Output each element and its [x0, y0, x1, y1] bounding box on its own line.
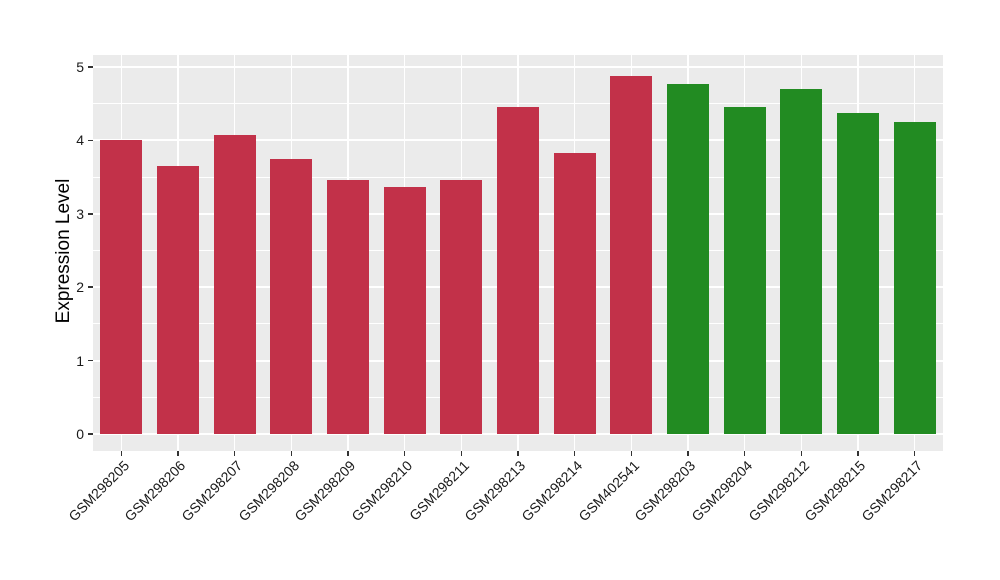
x-tick-label: GSM298214	[518, 457, 586, 525]
bar	[100, 140, 143, 434]
x-tick-mark	[290, 451, 293, 456]
x-tick-mark	[800, 451, 803, 456]
y-tick-mark	[88, 433, 93, 435]
y-tick-label: 1	[76, 352, 84, 369]
x-tick-mark	[233, 451, 236, 456]
bar	[383, 186, 426, 434]
bar	[837, 112, 879, 434]
bar	[553, 152, 596, 434]
y-axis-title: Expression Level	[53, 178, 74, 324]
x-tick-mark	[857, 451, 859, 456]
y-tick-label: 3	[76, 205, 84, 222]
y-tick-label: 0	[76, 426, 84, 442]
bar	[893, 122, 936, 434]
x-tick-mark	[630, 451, 633, 456]
y-tick-mark	[88, 66, 93, 68]
x-tick-mark	[913, 451, 916, 456]
x-tick-mark	[573, 451, 576, 456]
bar	[780, 89, 823, 434]
x-tick-mark	[177, 451, 179, 456]
x-tick-mark	[460, 451, 463, 456]
bar	[327, 180, 369, 434]
x-tick-mark	[517, 451, 519, 456]
y-tick-mark	[88, 286, 93, 288]
x-tick-mark	[687, 451, 689, 456]
y-tick-mark	[88, 139, 93, 142]
x-tick-label: GSM298217	[858, 457, 926, 525]
plot-panel	[93, 55, 943, 451]
x-tick-label: GSM298204	[688, 457, 756, 525]
x-tick-label: GSM298207	[178, 457, 246, 525]
y-tick-label: 5	[76, 59, 84, 75]
x-tick-label: GSM298210	[348, 457, 416, 525]
y-tick-label: 2	[76, 279, 84, 296]
x-tick-mark	[120, 451, 123, 456]
bar	[157, 166, 199, 434]
bar	[723, 107, 766, 434]
x-tick-mark	[403, 451, 406, 456]
bar	[667, 83, 709, 434]
x-tick-mark	[347, 451, 349, 456]
x-tick-mark	[743, 451, 746, 456]
bar	[610, 75, 653, 434]
y-tick-mark	[88, 213, 93, 215]
y-tick-mark	[88, 359, 93, 362]
bar	[497, 107, 539, 434]
bar	[440, 180, 483, 434]
y-tick-label: 4	[76, 132, 84, 149]
bar	[213, 135, 256, 434]
bar	[270, 158, 313, 434]
